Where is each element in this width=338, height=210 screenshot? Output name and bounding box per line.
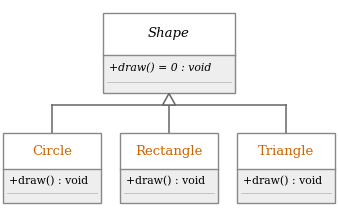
Text: +draw() : void: +draw() : void <box>9 176 89 186</box>
Text: +draw() : void: +draw() : void <box>243 176 322 186</box>
Bar <box>3 133 101 169</box>
Bar <box>3 169 101 203</box>
Text: Triangle: Triangle <box>258 145 314 158</box>
Bar <box>237 133 335 169</box>
Polygon shape <box>163 93 175 105</box>
Text: Shape: Shape <box>148 27 190 40</box>
Bar <box>103 55 235 93</box>
Bar <box>120 169 218 203</box>
Text: Circle: Circle <box>32 145 72 158</box>
Bar <box>103 13 235 55</box>
Bar <box>103 13 235 93</box>
Bar <box>120 133 218 203</box>
Bar <box>3 133 101 203</box>
Bar <box>237 133 335 203</box>
Text: +draw() = 0 : void: +draw() = 0 : void <box>109 63 212 73</box>
Text: Rectangle: Rectangle <box>135 145 203 158</box>
Bar <box>237 169 335 203</box>
Bar <box>120 133 218 169</box>
Text: +draw() : void: +draw() : void <box>126 176 205 186</box>
